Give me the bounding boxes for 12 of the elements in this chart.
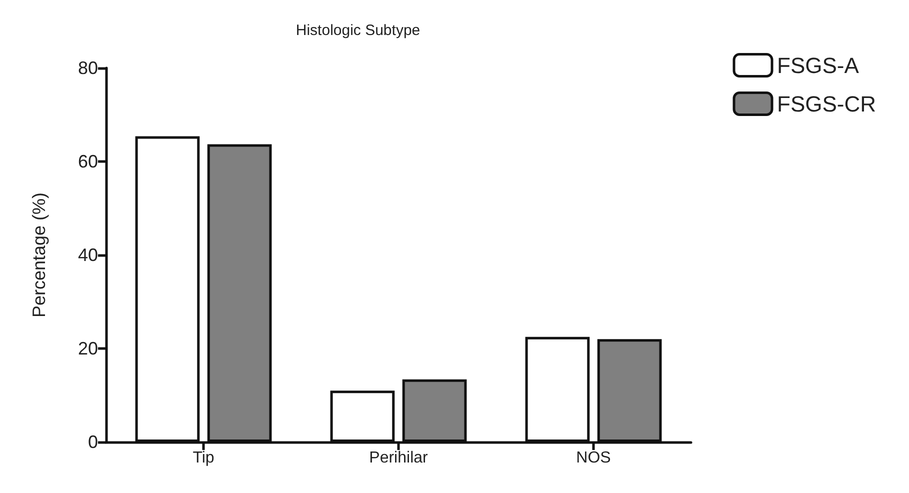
x-tick-label: Perihilar	[369, 450, 429, 466]
y-tick-label: 20	[78, 338, 98, 358]
legend-label: FSGS-A	[777, 52, 860, 78]
y-tick-label: 0	[88, 432, 98, 452]
chart-title: Histologic Subtype	[296, 22, 420, 39]
x-tick-label: Tip	[192, 450, 214, 466]
y-tick-label: 60	[78, 152, 98, 172]
y-tick-label: 40	[78, 245, 98, 265]
y-tick-label: 80	[78, 58, 98, 78]
legend-label: FSGS-CR	[777, 91, 876, 116]
x-tick-label: NOS	[576, 450, 611, 466]
y-axis-title: Percentage (%)	[29, 192, 49, 318]
